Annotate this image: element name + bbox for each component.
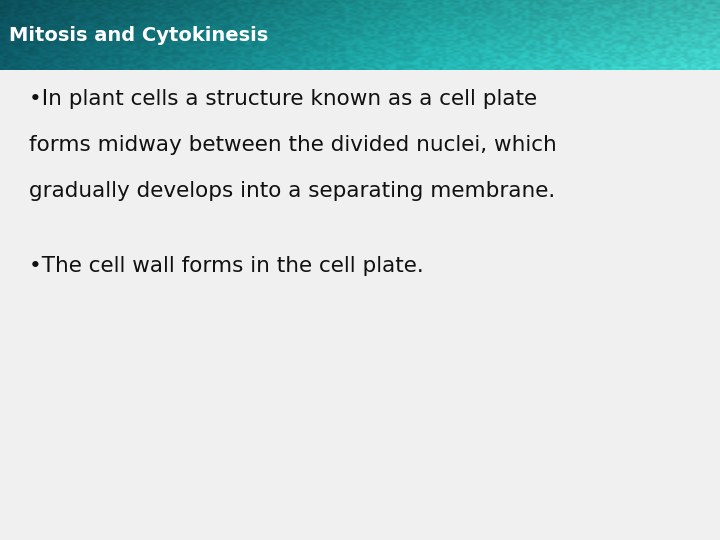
Text: gradually develops into a separating membrane.: gradually develops into a separating mem… <box>29 181 555 201</box>
Text: forms midway between the divided nuclei, which: forms midway between the divided nuclei,… <box>29 135 557 155</box>
Text: •The cell wall forms in the cell plate.: •The cell wall forms in the cell plate. <box>29 256 423 276</box>
Text: Mitosis and Cytokinesis: Mitosis and Cytokinesis <box>9 25 268 45</box>
Text: •In plant cells a structure known as a cell plate: •In plant cells a structure known as a c… <box>29 89 537 109</box>
FancyBboxPatch shape <box>0 70 720 540</box>
